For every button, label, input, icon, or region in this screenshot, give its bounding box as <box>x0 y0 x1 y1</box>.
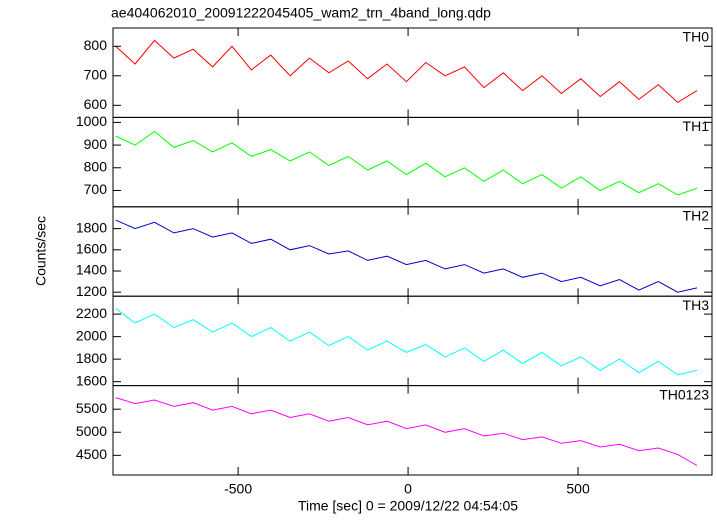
y-tick-label: 800 <box>84 158 108 174</box>
y-tick-label: 4500 <box>76 446 107 462</box>
light-curve <box>115 39 698 104</box>
light-curve <box>115 397 698 466</box>
y-tick-label: 1000 <box>76 113 107 129</box>
series-label: TH2 <box>683 208 710 224</box>
y-tick-label: 600 <box>84 96 108 112</box>
x-tick-label: 0 <box>404 481 412 497</box>
series-label: TH0123 <box>659 386 709 402</box>
x-axis-label: Time [sec] 0 = 2009/12/22 04:54:05 <box>298 498 518 514</box>
panel-frame <box>112 206 713 297</box>
y-tick-label: 1200 <box>76 283 107 299</box>
y-tick-label: 1400 <box>76 262 107 278</box>
series-label: TH1 <box>683 118 710 134</box>
y-tick-label: 2200 <box>76 305 107 321</box>
x-tick-label: -500 <box>224 481 252 497</box>
x-tick-label: 500 <box>566 481 590 497</box>
panel-frame <box>112 295 713 387</box>
y-tick-label: 1800 <box>76 350 107 366</box>
light-curve <box>115 308 698 376</box>
y-tick-label: 1600 <box>76 372 107 388</box>
y-tick-label: 700 <box>84 67 108 83</box>
y-tick-label: 5500 <box>76 400 107 416</box>
panel-frame <box>112 385 713 476</box>
chart-title: ae404062010_20091222045405_wam2_trn_4ban… <box>111 5 491 21</box>
y-axis-label: Counts/sec <box>33 216 49 286</box>
y-tick-label: 5000 <box>76 423 107 439</box>
y-tick-label: 900 <box>84 136 108 152</box>
light-curve <box>115 219 698 293</box>
y-tick-label: 700 <box>84 181 108 197</box>
panel-frame <box>112 27 713 118</box>
y-tick-label: 1800 <box>76 219 107 235</box>
series-label: TH0 <box>683 29 710 45</box>
panel-frame <box>112 116 713 208</box>
y-tick-label: 2000 <box>76 327 107 343</box>
y-tick-label: 800 <box>84 37 108 53</box>
series-label: TH3 <box>683 297 710 313</box>
y-tick-label: 1600 <box>76 241 107 257</box>
light-curve <box>115 130 698 196</box>
